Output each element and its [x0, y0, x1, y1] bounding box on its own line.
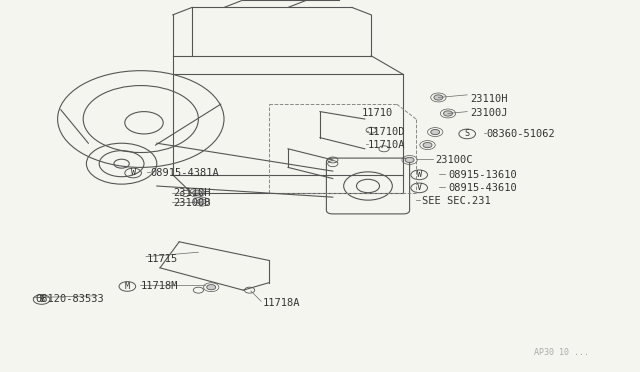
Text: 23110H: 23110H [470, 94, 508, 103]
Text: W: W [417, 170, 422, 179]
Text: 11718A: 11718A [262, 298, 300, 308]
Text: 11715: 11715 [147, 254, 179, 263]
Text: 11718M: 11718M [141, 282, 179, 291]
Text: B: B [39, 295, 44, 304]
Text: V: V [417, 183, 422, 192]
Text: 23110H: 23110H [173, 189, 211, 198]
Text: AP30 10 ...: AP30 10 ... [534, 348, 589, 357]
Text: 11710: 11710 [362, 109, 393, 118]
Circle shape [405, 157, 414, 163]
Text: SEE SEC.231: SEE SEC.231 [422, 196, 491, 206]
Text: 08915-13610: 08915-13610 [448, 170, 516, 180]
Circle shape [434, 95, 443, 100]
Circle shape [444, 111, 452, 116]
Text: 23100C: 23100C [435, 155, 473, 165]
Text: 08360-51062: 08360-51062 [486, 129, 555, 139]
Text: 23100J: 23100J [470, 109, 508, 118]
Text: 08915-43610: 08915-43610 [448, 183, 516, 193]
Text: 08915-4381A: 08915-4381A [150, 168, 219, 178]
Circle shape [431, 129, 440, 135]
Text: S: S [465, 129, 470, 138]
Text: 23100B: 23100B [173, 198, 211, 208]
Circle shape [193, 190, 202, 195]
Circle shape [207, 285, 216, 290]
Text: 11710A: 11710A [368, 140, 406, 150]
Text: 11710D: 11710D [368, 127, 406, 137]
Text: M: M [125, 282, 130, 291]
Circle shape [197, 199, 206, 204]
Circle shape [423, 142, 432, 148]
Text: W: W [131, 169, 136, 177]
Text: 08120-83533: 08120-83533 [35, 295, 104, 304]
